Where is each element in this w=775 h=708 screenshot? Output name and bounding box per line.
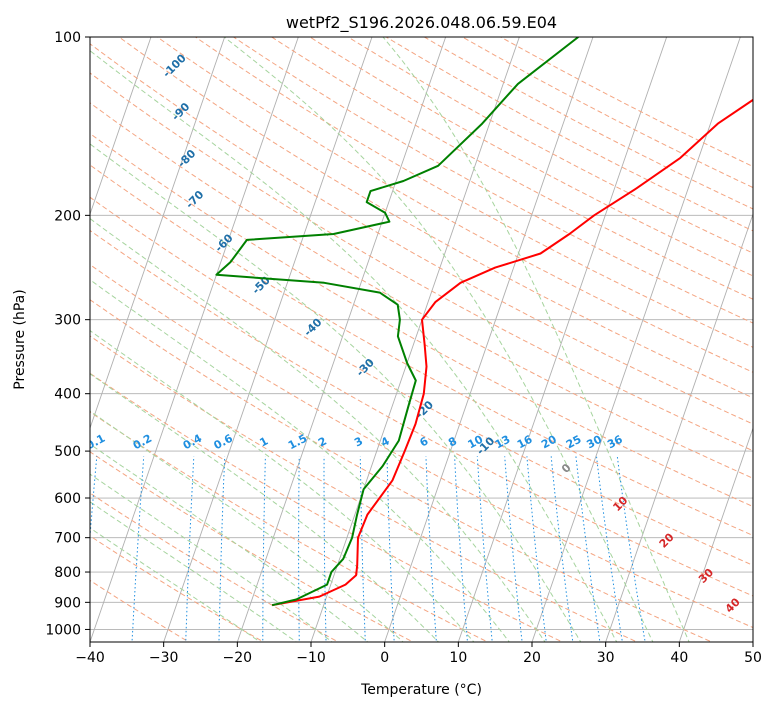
dry-adiabat-line xyxy=(90,411,489,642)
x-tick-label: 10 xyxy=(449,650,467,666)
isotherm-line xyxy=(678,426,753,642)
y-tick-label: 100 xyxy=(54,30,81,46)
x-tick-label: 40 xyxy=(670,650,688,666)
dry-adiabat-line xyxy=(347,37,753,254)
moist-adiabat-line xyxy=(90,218,546,642)
dry-adiabat-line xyxy=(385,37,753,232)
mixing-ratio-label: 36 xyxy=(605,433,625,452)
isotherm-line xyxy=(605,212,753,642)
y-tick-label: 900 xyxy=(54,595,81,611)
mixing-ratio-line xyxy=(476,456,493,642)
moist-adiabat-line xyxy=(90,410,404,642)
x-axis-label: Temperature (°C) xyxy=(360,682,482,698)
dry-adiabat-line xyxy=(90,229,753,597)
y-axis-label: Pressure (hPa) xyxy=(12,289,28,389)
x-tick-label: 0 xyxy=(380,650,389,666)
moist-adiabat-line xyxy=(90,330,475,642)
x-tick-label: −10 xyxy=(296,650,326,666)
y-tick-label: 1000 xyxy=(45,622,81,638)
y-tick-label: 800 xyxy=(54,565,81,581)
x-tick-label: −40 xyxy=(75,650,105,666)
dry-adiabat-line xyxy=(90,263,753,629)
mixing-ratio-label: 10 xyxy=(466,433,486,452)
mixing-ratio-line xyxy=(504,456,523,642)
temperature-profile-line xyxy=(271,98,753,607)
x-axis-ticks: −40 −30 −20 −10 0 10 20 30 40 50 xyxy=(75,642,762,666)
isotherm-line xyxy=(310,37,520,642)
moist-adiabat-line xyxy=(382,37,690,642)
x-tick-label: 50 xyxy=(744,650,762,666)
y-tick-label: 600 xyxy=(54,491,81,507)
moist-adiabat-line xyxy=(90,443,369,642)
y-tick-label: 200 xyxy=(54,208,81,224)
mixing-ratio-label: 30 xyxy=(584,433,604,452)
dewpoint-profile-line xyxy=(215,37,579,607)
mixing-ratio-line xyxy=(262,456,266,642)
mixing-ratio-label: 20 xyxy=(539,433,559,452)
mixing-ratio-line xyxy=(90,456,98,542)
dry-adiabat-line xyxy=(90,335,639,642)
dry-adiabat-line xyxy=(499,37,753,168)
dry-adiabat-line xyxy=(90,299,714,642)
moist-adiabat-line xyxy=(90,501,298,642)
x-tick-label: −20 xyxy=(223,650,253,666)
y-tick-label: 700 xyxy=(54,531,81,547)
mixing-ratio-line xyxy=(218,456,226,642)
y-tick-label: 500 xyxy=(54,444,81,460)
x-tick-label: −30 xyxy=(149,650,179,666)
mixing-ratio-line xyxy=(359,456,366,642)
dry-adiabat-line xyxy=(156,37,753,373)
moist-adiabat-line xyxy=(90,50,618,642)
mixing-ratio-line xyxy=(185,456,195,642)
plot-frame xyxy=(89,36,754,643)
isotherm-line xyxy=(531,37,741,642)
dry-adiabat-line xyxy=(90,372,564,642)
sounding-series xyxy=(215,37,753,607)
dry-adiabat-line xyxy=(194,37,753,348)
isotherm-line xyxy=(384,37,594,642)
mixing-ratio-line xyxy=(454,456,468,642)
isotherm-line xyxy=(457,37,668,642)
dry-adiabat-line xyxy=(118,37,753,399)
x-tick-label: 30 xyxy=(597,650,615,666)
mixing-ratio-label: 13 xyxy=(493,433,513,452)
dry-adiabat-line xyxy=(90,43,753,425)
moist-adiabat-line xyxy=(90,279,511,642)
dry-adiabat-line xyxy=(90,102,753,479)
dry-adiabat-line xyxy=(308,37,753,277)
y-tick-label: 300 xyxy=(54,313,81,329)
mixing-ratio-label: 25 xyxy=(564,433,584,452)
mixing-ratio-line xyxy=(425,456,437,642)
moist-adiabat-line xyxy=(90,373,440,642)
mixing-ratio-line xyxy=(131,456,145,642)
isotherm-line xyxy=(90,37,226,430)
y-tick-label: 400 xyxy=(54,387,81,403)
chart-title: wetPf2_S196.2026.048.06.59.E04 xyxy=(286,13,557,33)
dry-adiabat-line xyxy=(90,164,753,537)
moist-adiabat-line xyxy=(90,143,582,642)
dry-adiabat-line xyxy=(90,196,753,566)
mixing-ratio-label: 16 xyxy=(515,433,535,452)
y-axis-ticks: 100 200 300 400 500 600 700 800 900 1000 xyxy=(45,30,90,638)
isotherm-line xyxy=(163,37,373,642)
isotherm-line xyxy=(236,37,447,642)
isotherm-grid xyxy=(90,37,753,642)
dry-adiabat-line xyxy=(90,451,415,642)
x-tick-label: 20 xyxy=(523,650,541,666)
mixing-ratio-line xyxy=(298,456,300,642)
isotherm-line xyxy=(90,37,299,642)
isotherm-line xyxy=(90,37,152,216)
mixing-ratio-line xyxy=(323,456,327,642)
dry-adiabat-line xyxy=(90,72,753,452)
dry-adiabats xyxy=(90,37,753,642)
